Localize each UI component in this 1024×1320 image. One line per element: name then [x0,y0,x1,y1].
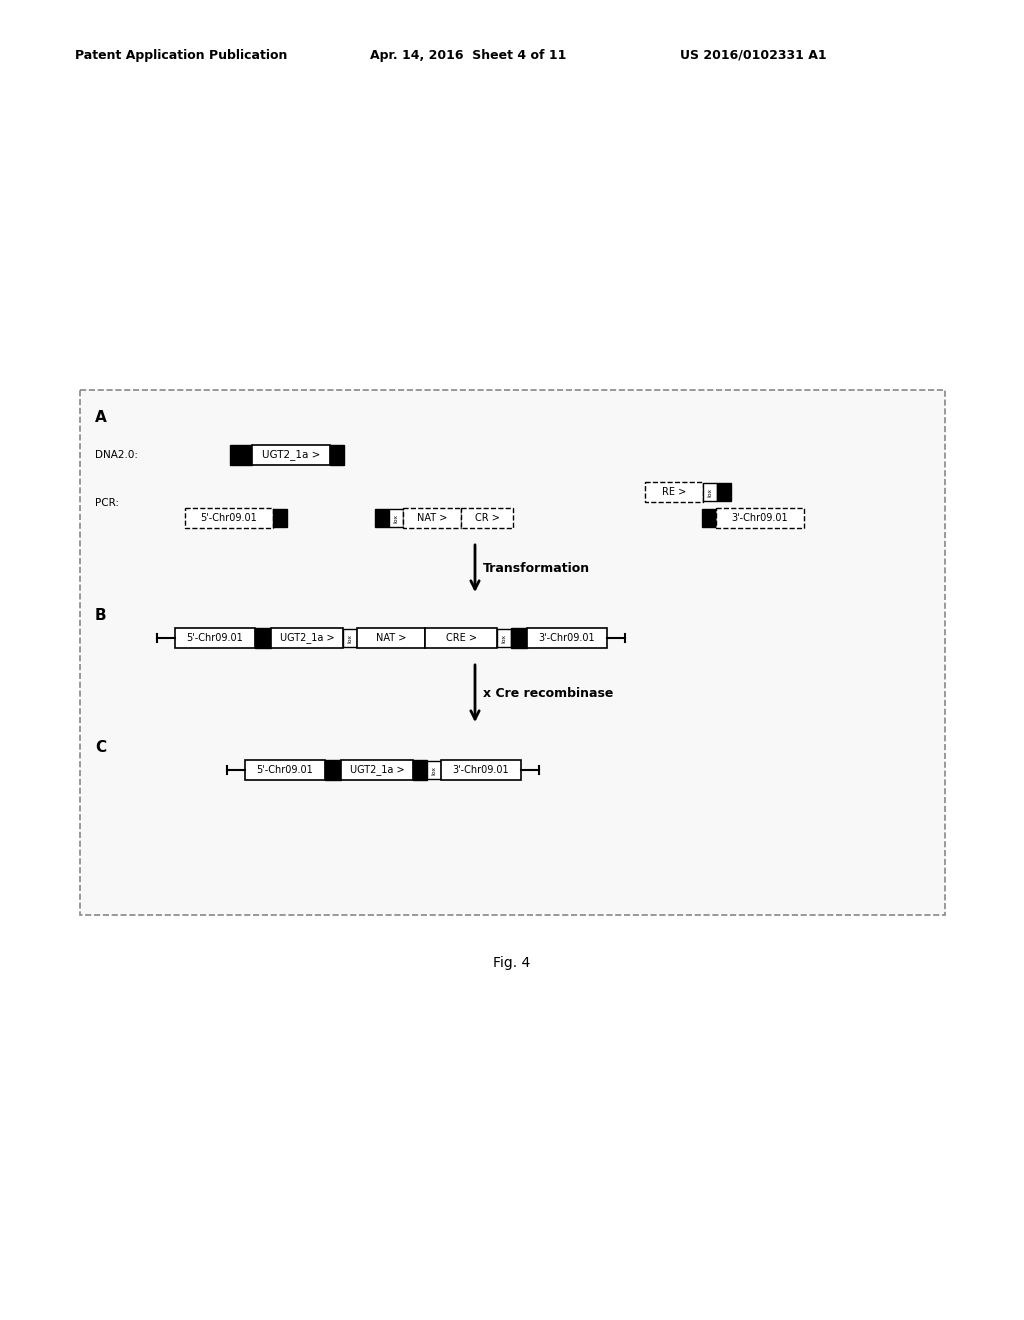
Text: UGT2_1a >: UGT2_1a > [262,450,321,461]
Bar [175,628,255,648]
Bar [330,445,344,465]
Bar [341,760,413,780]
Text: NAT >: NAT > [417,513,447,523]
Bar [645,482,703,502]
Bar [703,483,717,502]
Text: 3'-Chr09.01: 3'-Chr09.01 [732,513,788,523]
Bar [343,630,357,647]
Text: B: B [95,607,106,623]
Bar [245,760,325,780]
Bar [185,508,273,528]
Text: RE >: RE > [662,487,686,498]
Bar [702,510,716,527]
Bar [403,508,461,528]
Text: Fig. 4: Fig. 4 [494,956,530,970]
Bar [357,628,425,648]
Bar [717,483,731,502]
Text: lox: lox [431,766,436,775]
Text: UGT2_1a >: UGT2_1a > [349,764,404,775]
Text: DNA2.0:: DNA2.0: [95,450,138,459]
Text: 3'-Chr09.01: 3'-Chr09.01 [453,766,509,775]
Bar [230,445,252,465]
Bar [461,508,513,528]
Text: x Cre recombinase: x Cre recombinase [483,686,613,700]
Text: lox: lox [708,487,713,496]
Text: 5'-Chr09.01: 5'-Chr09.01 [201,513,257,523]
Text: Transformation: Transformation [483,562,590,576]
Text: lox: lox [502,634,507,643]
Text: US 2016/0102331 A1: US 2016/0102331 A1 [680,49,826,62]
Bar [716,508,804,528]
Bar [425,628,497,648]
Bar [375,510,389,527]
Bar [441,760,521,780]
Text: 3'-Chr09.01: 3'-Chr09.01 [539,634,595,643]
Bar [252,445,330,465]
Bar [527,628,607,648]
Text: CR >: CR > [474,513,500,523]
Bar [389,510,403,527]
Bar [325,760,341,780]
Bar [273,510,287,527]
Text: NAT >: NAT > [376,634,407,643]
Text: Patent Application Publication: Patent Application Publication [75,49,288,62]
Bar [511,628,527,648]
Text: PCR:: PCR: [95,498,119,508]
Text: Apr. 14, 2016  Sheet 4 of 11: Apr. 14, 2016 Sheet 4 of 11 [370,49,566,62]
Bar [413,760,427,780]
Text: UGT2_1a >: UGT2_1a > [280,632,334,643]
Text: C: C [95,741,106,755]
Bar [80,389,945,915]
Text: CRE >: CRE > [445,634,476,643]
Text: A: A [95,411,106,425]
Text: 5'-Chr09.01: 5'-Chr09.01 [257,766,313,775]
Bar [271,628,343,648]
Text: 5'-Chr09.01: 5'-Chr09.01 [186,634,244,643]
Text: lox: lox [347,634,352,643]
Bar [497,630,511,647]
Text: lox: lox [393,513,398,523]
Bar [427,762,441,779]
Bar [255,628,271,648]
